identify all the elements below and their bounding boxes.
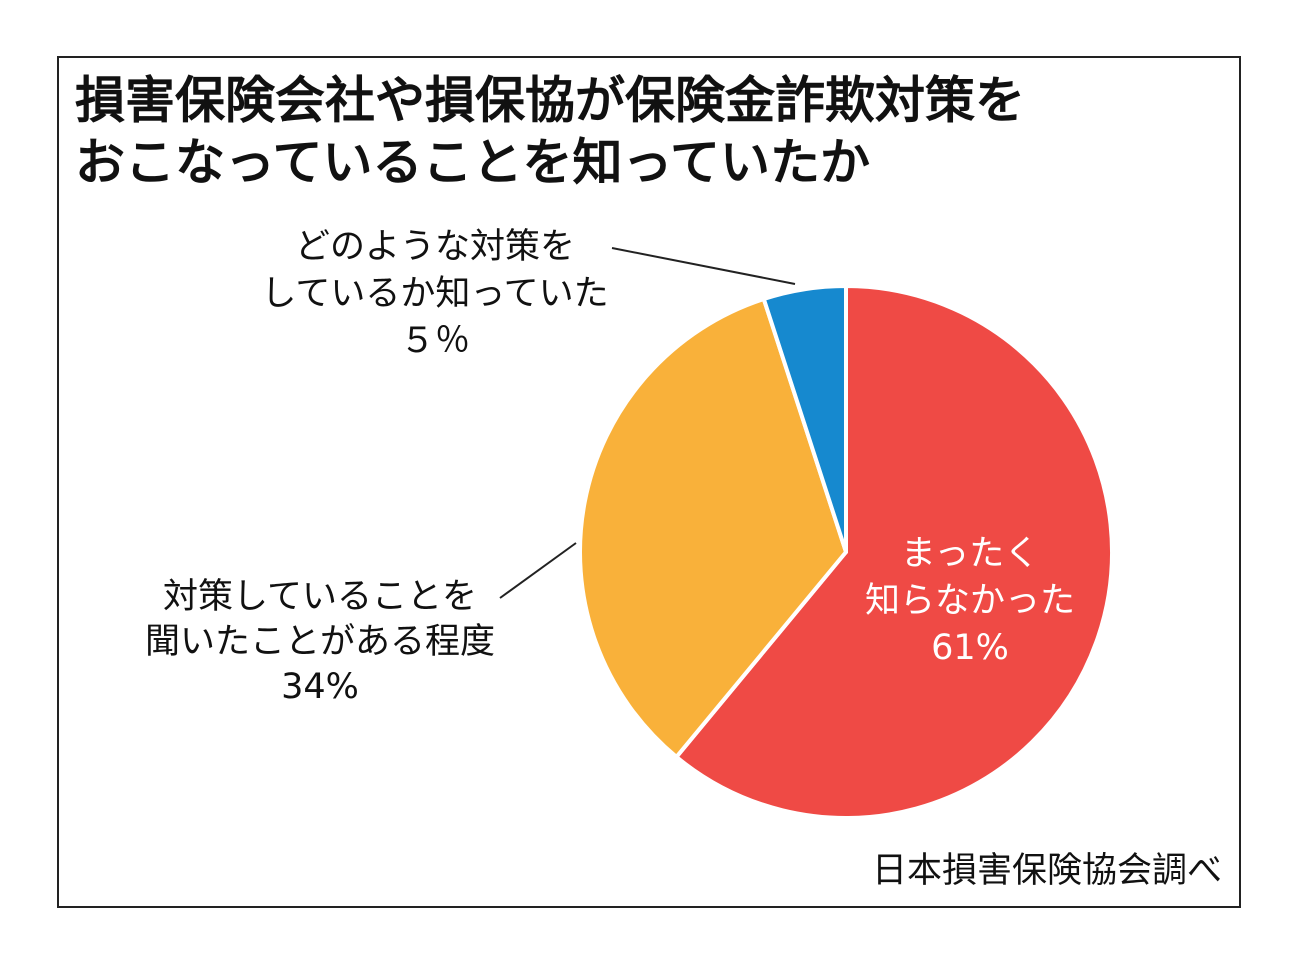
pie-slice <box>761 284 848 554</box>
value-label: ５％ <box>400 321 470 361</box>
pie-slice <box>578 297 848 759</box>
source: 日本損害保険協会調べ <box>872 851 1222 891</box>
slice-label: まったく <box>901 534 1040 574</box>
chart-title: 損害保険会社や損保協が保険金詐欺対策を <box>75 72 1025 130</box>
leader-line <box>499 542 577 599</box>
slice-label: 知らなかった <box>865 581 1075 621</box>
leader-line <box>611 247 796 285</box>
slice-label: 対策していることを <box>163 577 477 617</box>
pie-slice <box>674 284 1114 820</box>
slice-label: しているか知っていた <box>261 274 608 314</box>
slice-label: どのような対策を <box>295 227 575 267</box>
value-label: 61% <box>931 628 1009 668</box>
chart-title: おこなっていることを知っていたか <box>75 134 870 192</box>
value-label: 34% <box>281 667 359 707</box>
slice-label: 聞いたことがある程度 <box>145 622 495 662</box>
